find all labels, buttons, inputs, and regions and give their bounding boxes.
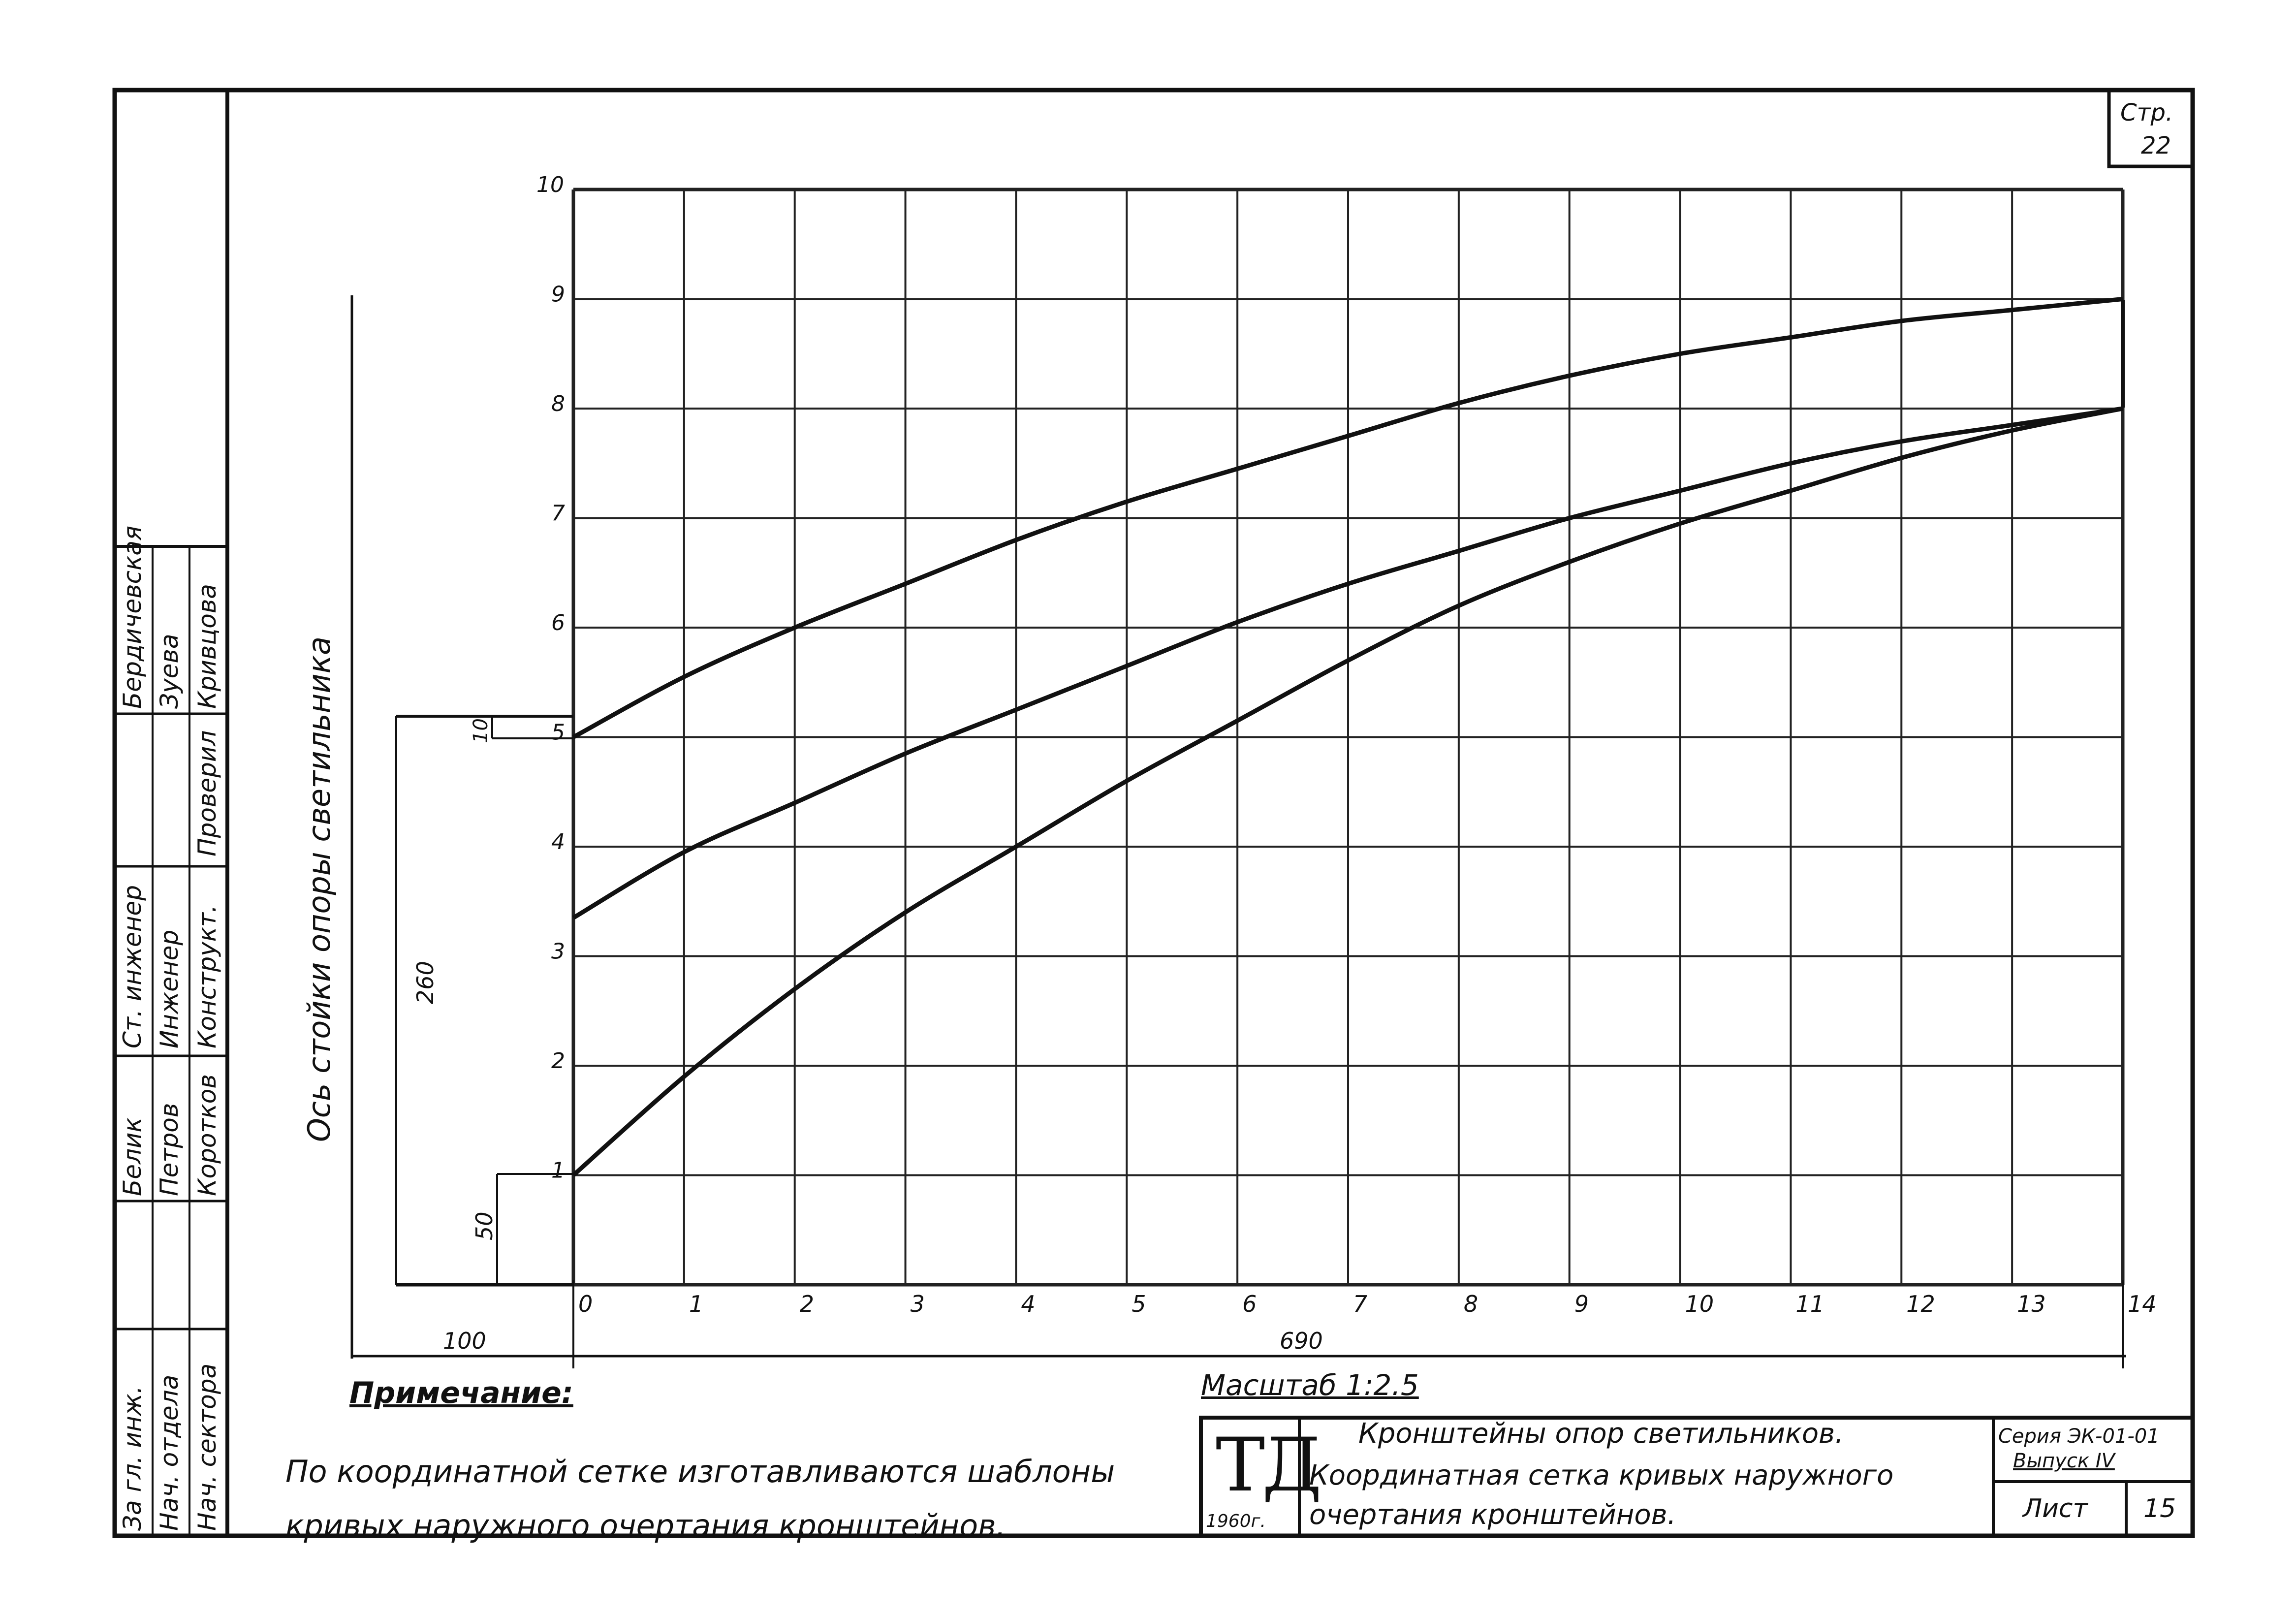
curve-1 bbox=[572, 297, 2123, 739]
dim-grid-width: 690 bbox=[1280, 1328, 1323, 1354]
title-line-1: Кронштейны опор светильников. bbox=[1358, 1418, 1844, 1450]
page-number-box bbox=[2107, 88, 2195, 168]
x-tick-14: 14 bbox=[2128, 1291, 2157, 1317]
x-tick-labels: 0 1 2 3 4 5 6 7 8 9 10 11 12 13 14 bbox=[578, 1291, 2157, 1317]
y-tick-9: 9 bbox=[551, 282, 565, 307]
stamp-cell-3: Нач. сектора bbox=[193, 1363, 221, 1531]
page-number: 22 bbox=[2141, 132, 2171, 159]
y-tick-4: 4 bbox=[551, 829, 565, 855]
x-tick-0: 0 bbox=[578, 1291, 593, 1317]
y-tick-3: 3 bbox=[551, 939, 565, 964]
title-line-2: Координатная сетка кривых наружного bbox=[1309, 1459, 1894, 1491]
title-block-frame bbox=[1199, 1416, 2195, 1538]
x-tick-12: 12 bbox=[1906, 1291, 1935, 1317]
y-tick-10: 10 bbox=[536, 172, 564, 197]
title-year: 1960г. bbox=[1206, 1511, 1266, 1531]
x-tick-5: 5 bbox=[1132, 1291, 1146, 1317]
coordinate-grid bbox=[571, 188, 2125, 1287]
note-line-1: По координатной сетке изготавливаются ша… bbox=[285, 1454, 1115, 1489]
y-tick-1: 1 bbox=[551, 1158, 565, 1183]
stamp-cell-8: Инженер bbox=[155, 929, 184, 1048]
y-tick-5: 5 bbox=[551, 720, 565, 745]
y-tick-7: 7 bbox=[551, 501, 565, 526]
title-logo: ТД bbox=[1216, 1423, 1322, 1508]
x-tick-2: 2 bbox=[800, 1291, 814, 1317]
note-line-2: кривых наружного очертания кронштейнов. bbox=[285, 1508, 1006, 1544]
support-axis-label: Ось стойки опоры светильника bbox=[301, 636, 337, 1142]
y-tick-labels: 1 2 3 4 5 6 7 8 9 10 bbox=[536, 172, 565, 1183]
stamp-cell-12: Зуева bbox=[155, 634, 184, 709]
stamp-grid bbox=[115, 545, 227, 1536]
note-text: По координатной сетке изготавливаются ша… bbox=[285, 1445, 1221, 1553]
dim-height-total: 260 bbox=[412, 961, 439, 1004]
scale-label: Масштаб 1:2.5 bbox=[1201, 1368, 1419, 1402]
stamp-cell-9: Конструкт. bbox=[193, 905, 221, 1048]
stamp-cell-6: Коротков bbox=[193, 1074, 221, 1196]
x-tick-11: 11 bbox=[1795, 1291, 1824, 1317]
stamp-cell-2: Нач. отдела bbox=[155, 1374, 184, 1531]
x-tick-13: 13 bbox=[2017, 1291, 2046, 1317]
x-tick-7: 7 bbox=[1353, 1291, 1367, 1317]
sheet-number: 15 bbox=[2143, 1494, 2176, 1523]
x-tick-4: 4 bbox=[1021, 1291, 1035, 1317]
dim-left-width: 100 bbox=[443, 1328, 486, 1354]
outer-frame bbox=[112, 88, 2195, 1538]
x-tick-8: 8 bbox=[1464, 1291, 1478, 1317]
note-heading: Примечание: bbox=[349, 1376, 573, 1410]
stamp-cell-13: Кривцова bbox=[193, 584, 221, 709]
y-tick-8: 8 bbox=[551, 391, 565, 416]
stamp-cell-11: Бердичевская bbox=[118, 525, 147, 709]
stamp-cell-1: За гл. инж. bbox=[118, 1386, 147, 1531]
sheet-label: Лист bbox=[2023, 1494, 2088, 1523]
y-tick-2: 2 bbox=[551, 1048, 565, 1074]
dim-small-gap: 10 bbox=[470, 718, 492, 743]
stamp-cell-5: Петров bbox=[155, 1103, 184, 1196]
stamp-cell-7: Ст. инженер bbox=[118, 885, 147, 1048]
x-tick-10: 10 bbox=[1685, 1291, 1714, 1317]
title-line-3: очертания кронштейнов. bbox=[1309, 1499, 1676, 1531]
stamp-cell-10: Проверил bbox=[193, 730, 221, 856]
x-tick-3: 3 bbox=[911, 1291, 925, 1317]
stamp-cell-4: Белик bbox=[118, 1117, 147, 1196]
curve-2 bbox=[572, 406, 2123, 920]
page-number-label: Стр. bbox=[2120, 99, 2173, 127]
dimension-lines bbox=[352, 715, 2126, 1368]
x-tick-1: 1 bbox=[689, 1291, 703, 1317]
x-tick-9: 9 bbox=[1574, 1291, 1589, 1317]
y-tick-6: 6 bbox=[551, 610, 565, 635]
bracket-curves bbox=[572, 297, 2123, 1177]
x-tick-6: 6 bbox=[1242, 1291, 1257, 1317]
issue-label: Выпуск IV bbox=[2013, 1450, 2115, 1472]
curve-3 bbox=[572, 406, 2123, 1177]
series-label: Серия ЭК-01-01 bbox=[1998, 1425, 2160, 1448]
dim-height-bottom: 50 bbox=[471, 1211, 498, 1240]
